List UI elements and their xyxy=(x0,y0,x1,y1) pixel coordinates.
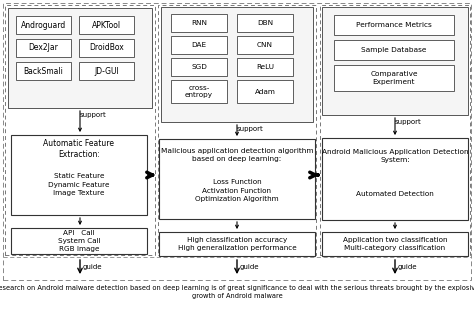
Bar xyxy=(171,58,227,76)
Bar xyxy=(11,135,147,215)
Bar xyxy=(16,16,71,34)
Text: guide: guide xyxy=(82,264,102,270)
Bar xyxy=(16,62,71,80)
Bar xyxy=(79,39,134,57)
Text: CNN: CNN xyxy=(257,42,273,48)
Bar xyxy=(5,5,155,255)
Bar xyxy=(320,5,470,255)
Text: cross-
entropy: cross- entropy xyxy=(185,85,213,98)
Bar xyxy=(16,39,71,57)
Bar xyxy=(171,80,227,103)
Bar xyxy=(237,58,293,76)
Text: Automatic Feature
Extraction:: Automatic Feature Extraction: xyxy=(44,139,115,159)
Text: Adam: Adam xyxy=(255,88,275,95)
Text: Application two classification
Multi-category classification: Application two classification Multi-cat… xyxy=(343,237,447,251)
Bar xyxy=(171,14,227,32)
Bar xyxy=(334,15,454,35)
Bar xyxy=(3,3,471,280)
Bar xyxy=(334,65,454,91)
Text: DroidBox: DroidBox xyxy=(89,43,124,52)
Text: guide: guide xyxy=(239,264,259,270)
Text: Sample Database: Sample Database xyxy=(361,47,427,53)
Bar xyxy=(334,40,454,60)
Bar xyxy=(322,138,468,220)
Text: support: support xyxy=(237,126,264,132)
Text: APKTool: APKTool xyxy=(92,20,121,29)
Bar xyxy=(11,228,147,254)
Bar xyxy=(161,7,313,122)
Bar xyxy=(159,139,315,219)
Text: SGD: SGD xyxy=(191,64,207,70)
Text: Automated Detection: Automated Detection xyxy=(356,191,434,197)
Bar xyxy=(322,7,468,115)
Bar xyxy=(322,232,468,256)
Text: DAE: DAE xyxy=(191,42,207,48)
Text: Dex2Jar: Dex2Jar xyxy=(28,43,58,52)
Text: BackSmali: BackSmali xyxy=(24,67,64,76)
Text: Performance Metrics: Performance Metrics xyxy=(356,22,432,28)
Bar xyxy=(79,16,134,34)
Text: DBN: DBN xyxy=(257,20,273,26)
Bar xyxy=(159,232,315,256)
Text: RNN: RNN xyxy=(191,20,207,26)
Bar xyxy=(8,8,152,108)
Text: support: support xyxy=(395,119,421,125)
Text: Androguard: Androguard xyxy=(21,20,66,29)
Bar xyxy=(79,62,134,80)
Bar xyxy=(237,36,293,54)
Text: Loss Function
Activation Function
Optimization Algorithm: Loss Function Activation Function Optimi… xyxy=(195,179,279,202)
Text: guide: guide xyxy=(397,264,417,270)
Bar xyxy=(171,36,227,54)
Bar xyxy=(158,5,316,255)
Text: JD-GUI: JD-GUI xyxy=(94,67,119,76)
Bar xyxy=(237,80,293,103)
Text: Malicious application detection algorithm
based on deep learning:: Malicious application detection algorith… xyxy=(161,148,313,162)
Text: High classification accuracy
High generalization performance: High classification accuracy High genera… xyxy=(178,237,296,251)
Text: ReLU: ReLU xyxy=(256,64,274,70)
Text: Research on Android malware detection based on deep learning is of great signifi: Research on Android malware detection ba… xyxy=(0,285,474,299)
Text: Android Malicious Application Detection
System:: Android Malicious Application Detection … xyxy=(322,149,468,163)
Text: Comparative
Experiment: Comparative Experiment xyxy=(370,71,418,85)
Text: support: support xyxy=(80,112,106,118)
Text: API   Call
System Call
RGB Image: API Call System Call RGB Image xyxy=(58,230,100,252)
Bar xyxy=(237,14,293,32)
Text: Static Feature
Dynamic Feature
Image Texture: Static Feature Dynamic Feature Image Tex… xyxy=(48,174,110,197)
